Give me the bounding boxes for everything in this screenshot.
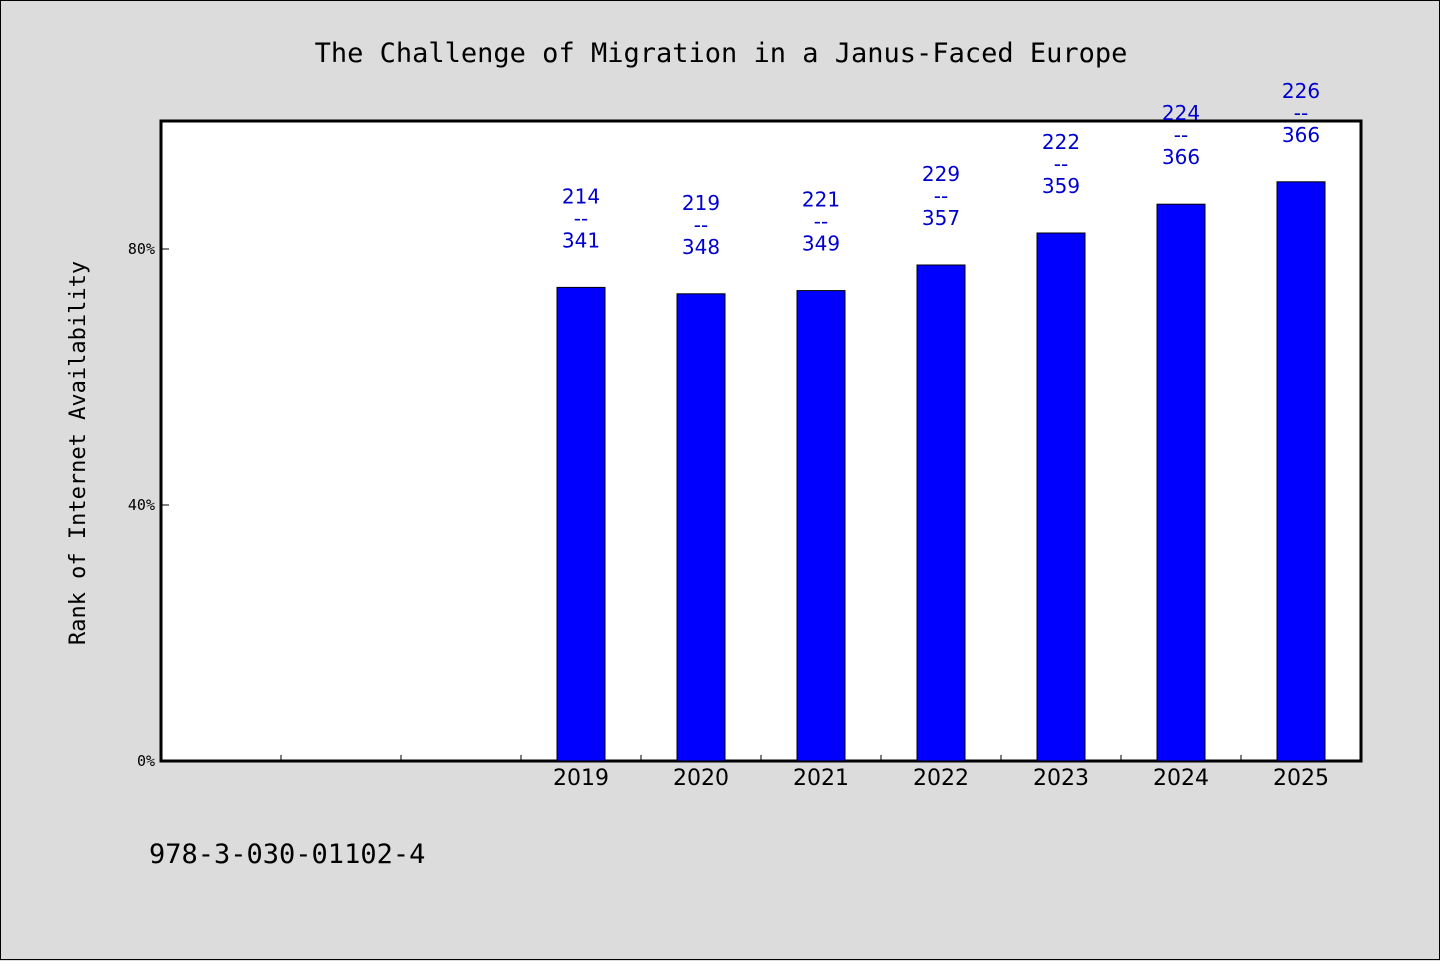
x-tick-label: 2021 xyxy=(793,766,849,791)
bar xyxy=(1036,232,1086,762)
y-tick-label: 0% xyxy=(137,752,155,770)
bar xyxy=(556,286,606,762)
data-label: 349 xyxy=(802,232,840,256)
bar xyxy=(916,264,966,762)
data-label: 222 xyxy=(1042,130,1080,154)
data-label: 214 xyxy=(562,184,600,208)
bar xyxy=(796,290,846,762)
bar xyxy=(1276,181,1326,762)
isbn-footer: 978-3-030-01102-4 xyxy=(149,839,425,870)
data-label: 357 xyxy=(922,206,960,230)
data-label: -- xyxy=(1174,123,1188,147)
bar xyxy=(1156,203,1206,762)
data-label: 366 xyxy=(1282,123,1320,147)
data-label: -- xyxy=(814,210,828,234)
y-axis-label: Rank of Internet Availability xyxy=(66,261,91,645)
bars xyxy=(556,181,1326,762)
data-label: -- xyxy=(1294,101,1308,125)
bar xyxy=(676,293,726,762)
data-label: 219 xyxy=(682,191,720,215)
data-label: 226 xyxy=(1282,79,1320,103)
axis-ticks: 0% 40% 80% 2019 2020 2021 2022 2023 2024 2025 xyxy=(128,240,1329,791)
y-tick-label: 40% xyxy=(128,496,155,514)
data-label: 341 xyxy=(562,228,600,252)
x-tick-label: 2025 xyxy=(1273,766,1329,791)
data-label: -- xyxy=(574,206,588,230)
x-tick-label: 2024 xyxy=(1153,766,1209,791)
y-tick-label: 80% xyxy=(128,240,155,258)
chart-title: The Challenge of Migration in a Janus-Fa… xyxy=(315,38,1128,69)
data-label: 359 xyxy=(1042,174,1080,198)
data-label: 366 xyxy=(1162,145,1200,169)
x-tick-label: 2020 xyxy=(673,766,729,791)
x-tick-label: 2022 xyxy=(913,766,969,791)
data-label: -- xyxy=(694,213,708,237)
data-label: 229 xyxy=(922,162,960,186)
data-label: -- xyxy=(1054,152,1068,176)
data-label: 224 xyxy=(1162,101,1200,125)
data-labels: 214--341219--348221--349229--357222--359… xyxy=(562,79,1320,259)
data-label: 221 xyxy=(802,188,840,212)
data-label: 348 xyxy=(682,235,720,259)
data-label: -- xyxy=(934,184,948,208)
x-tick-label: 2019 xyxy=(553,766,609,791)
x-tick-label: 2023 xyxy=(1033,766,1089,791)
